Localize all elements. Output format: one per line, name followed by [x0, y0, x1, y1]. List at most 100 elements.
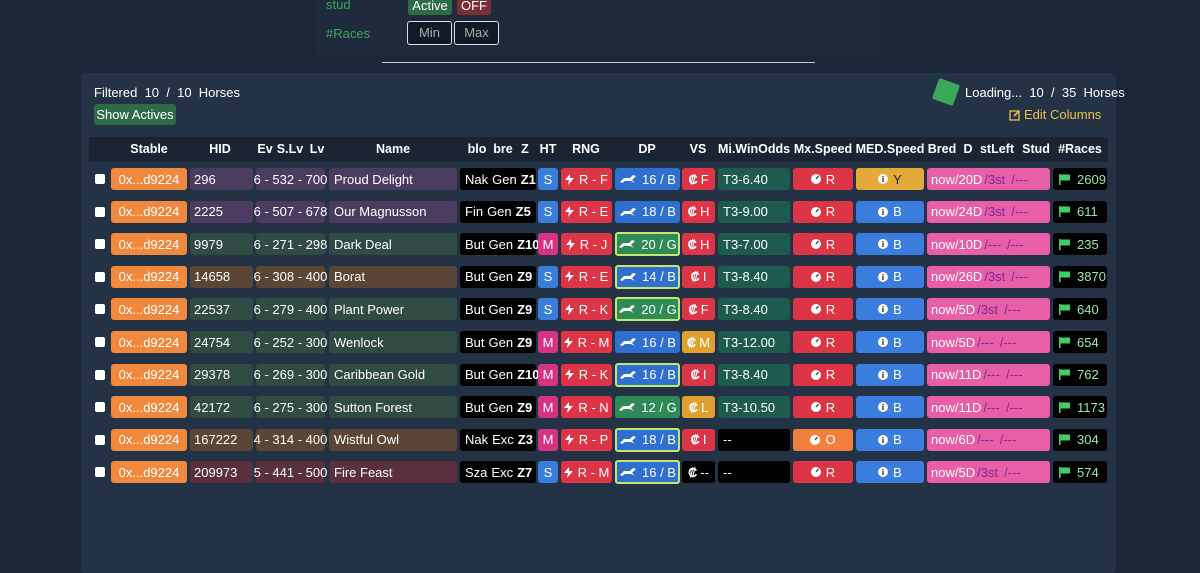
med-speed-text: B: [893, 334, 902, 350]
column-header: S.Lv: [277, 142, 303, 156]
active-button[interactable]: Active: [408, 0, 452, 15]
mi-win-odds: T3-6.40: [718, 168, 790, 190]
st-left-text: /3st: [977, 464, 999, 480]
genetics: Fin Gen Z5: [460, 200, 536, 223]
st-left: /3st: [984, 269, 1005, 284]
dp-text: 16 / B: [642, 367, 676, 383]
min-input[interactable]: Min: [407, 21, 452, 45]
stable: 0x...d9224: [111, 265, 187, 288]
races: 2609: [1053, 168, 1107, 190]
blo: But: [465, 400, 485, 415]
table-row: 0x...d9224 29378 6 - 269 - 300 Caribbean Go…: [0, 362, 1200, 387]
races-text: 3870: [1077, 269, 1106, 285]
rng-text: R - M: [577, 334, 610, 350]
mi-win-odds-text: T3-8.40: [723, 269, 768, 285]
mi-win-odds-text: T3-7.00: [723, 236, 768, 252]
ht-text: S: [543, 464, 553, 480]
st-left: /---: [983, 367, 1000, 382]
bred-now: now: [931, 400, 955, 415]
dp-text: 16 / B: [642, 171, 676, 187]
ev-level-text: 6 - 271 - 298: [253, 236, 328, 252]
bred: now/10D/---/---: [927, 233, 1050, 256]
stable-text: 0x...d9224: [118, 334, 180, 350]
races: 3870: [1053, 265, 1107, 288]
horse-name: Borat: [329, 265, 457, 288]
ev-level-text: 4 - 314 - 400: [253, 432, 328, 448]
rng: R - M: [561, 331, 612, 353]
med-speed-text: B: [893, 399, 902, 415]
row-checkbox[interactable]: [95, 239, 105, 250]
bred-days: /11D: [955, 367, 982, 382]
med-speed-text: Y: [893, 171, 902, 187]
stud-text: /---: [1011, 171, 1028, 187]
ev-level-text: 6 - 275 - 300: [253, 399, 328, 415]
off-button[interactable]: OFF: [457, 0, 491, 15]
column-header: D: [963, 142, 972, 156]
bre-text: Gen: [488, 367, 514, 383]
ht: M: [538, 233, 558, 256]
bre-text: Gen: [488, 236, 514, 252]
column-header-text: HID: [209, 142, 231, 156]
rng: R - P: [561, 428, 612, 451]
column-header: RNG: [572, 142, 600, 156]
rng-text: R - M: [577, 464, 610, 480]
blo: But: [465, 269, 485, 284]
hid-text: 167222: [194, 432, 238, 448]
row-checkbox[interactable]: [95, 174, 105, 184]
horse-name-text: Dark Deal: [334, 236, 392, 252]
bred-now: now: [931, 269, 955, 284]
mi-win-odds: T3-9.00: [718, 200, 790, 223]
st-left: /3st: [984, 204, 1005, 219]
genetics: Nak Exc Z3: [460, 428, 536, 451]
genetics: But Gen Z9: [460, 265, 536, 288]
bre-text: Gen: [488, 301, 514, 317]
max-input[interactable]: Max: [454, 21, 499, 45]
bre-text: Gen: [488, 334, 514, 350]
edit-columns[interactable]: Edit Columns: [1009, 107, 1101, 122]
horse-name: Proud Delight: [329, 168, 457, 190]
horse-name-text: Plant Power: [334, 301, 405, 317]
dp: 16 / B: [615, 362, 680, 387]
bred-now: now: [931, 302, 955, 317]
bred-days: /11D: [955, 400, 982, 415]
row-checkbox[interactable]: [95, 206, 105, 217]
races: 304: [1053, 428, 1107, 451]
ht-text: M: [542, 236, 554, 252]
row-checkbox[interactable]: [95, 271, 105, 282]
row-checkbox[interactable]: [95, 304, 105, 315]
divider: [382, 62, 815, 63]
races-text: 1173: [1077, 399, 1105, 415]
dp-text: 14 / B: [642, 269, 676, 285]
genetics: Sza Exc Z7: [460, 461, 536, 484]
stud-text: /---: [1005, 367, 1023, 383]
rng: R - J: [561, 233, 612, 256]
ht: S: [538, 168, 558, 190]
column-header-text: Name: [375, 142, 411, 156]
column-header: MED.Speed: [856, 142, 925, 156]
st-left-text: /3st: [984, 269, 1006, 285]
row-checkbox[interactable]: [95, 402, 105, 413]
vs: ₡ F: [682, 168, 715, 190]
bred-days: /10D: [955, 237, 982, 252]
bre: Gen: [489, 269, 514, 284]
vs: ₡ --: [682, 461, 715, 484]
z: Z5: [516, 204, 531, 219]
bred-now-text: now: [931, 301, 955, 317]
column-header: Ev: [257, 142, 272, 156]
genetics: But Gen Z9: [460, 331, 536, 353]
stud: /---: [1011, 269, 1028, 284]
row-checkbox[interactable]: [95, 369, 105, 380]
row-checkbox[interactable]: [95, 337, 105, 347]
med-speed: B: [856, 461, 924, 484]
hid: 24754: [190, 331, 253, 353]
hid-text: 296: [194, 171, 216, 187]
bred-days-text: /24D: [954, 204, 983, 220]
row-checkbox[interactable]: [95, 434, 105, 445]
vs-text: I: [702, 432, 707, 448]
hid: 22537: [190, 298, 253, 321]
mx-speed: R: [793, 396, 853, 419]
show-actives-button[interactable]: Show Actives: [94, 104, 176, 125]
blo-text: Fin: [465, 204, 484, 220]
row-checkbox[interactable]: [95, 467, 105, 478]
mx-speed: R: [793, 168, 853, 190]
